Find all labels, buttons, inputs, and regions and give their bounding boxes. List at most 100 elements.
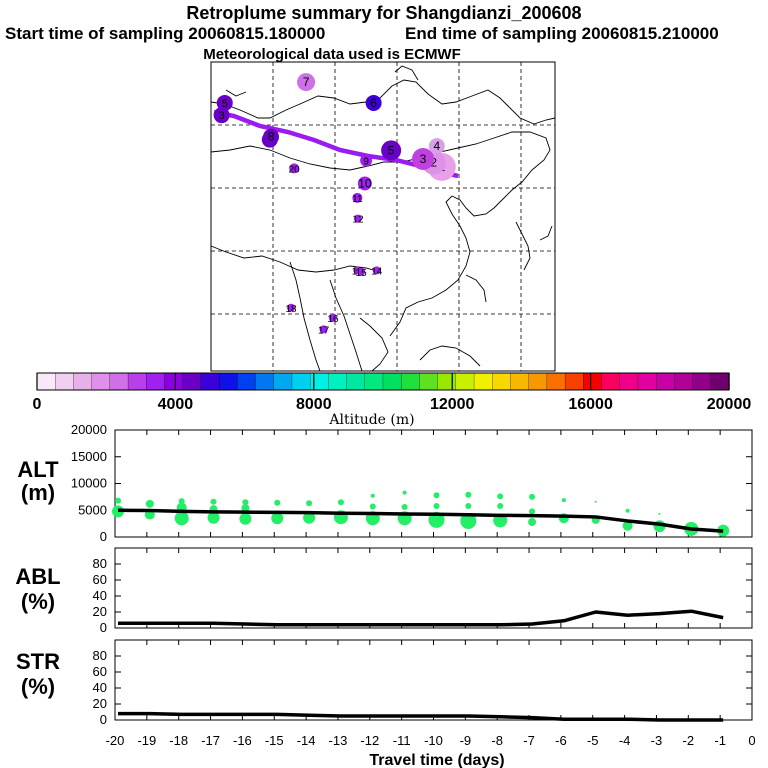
alt-dot <box>658 512 661 515</box>
colorbar-cell <box>146 372 166 391</box>
str-line <box>118 711 724 722</box>
colorbar-cell <box>473 372 493 391</box>
colorbar-cell <box>255 372 275 391</box>
colorbar-cell <box>656 372 676 391</box>
colorbar-tick-label: 12000 <box>430 396 475 413</box>
x-tick-label: -6 <box>555 733 567 748</box>
colorbar-tick-label: 16000 <box>568 396 613 413</box>
alt-dot <box>497 502 504 509</box>
map-point-marker <box>412 148 435 171</box>
map-point-label: 18 <box>285 304 297 315</box>
colorbar-cell <box>382 372 402 391</box>
x-tick-label: -18 <box>169 733 188 748</box>
colorbar-cell <box>164 372 184 391</box>
map-point-marker <box>428 138 445 155</box>
y-tick-label: 15000 <box>71 449 107 464</box>
x-tick-label: -4 <box>619 733 631 748</box>
alt-dot <box>115 497 121 504</box>
y-tick-label: 10000 <box>71 476 107 491</box>
map-point-marker <box>328 313 337 322</box>
y-tick-label: 0 <box>100 712 107 727</box>
map-point-marker <box>319 325 328 334</box>
colorbar-tick-label: 4000 <box>158 396 194 413</box>
map-fix-marker <box>216 94 233 111</box>
alt-dot <box>529 508 536 515</box>
y-tick-label: 0 <box>100 620 107 635</box>
colorbar-cell <box>218 372 238 391</box>
map-point-label: 10 <box>358 176 372 190</box>
map-grid <box>211 62 555 371</box>
alt-dot <box>306 500 313 507</box>
x-tick-label: -1 <box>714 733 726 748</box>
abl-panel-frame <box>114 547 753 629</box>
x-tick-label: -2 <box>683 733 695 748</box>
colorbar-cell <box>674 372 694 391</box>
colorbar-cell <box>364 372 384 391</box>
map-fix-label: 3 <box>219 110 225 122</box>
colorbar-cell <box>346 372 366 391</box>
colorbar-ticks: 0 4000 8000 12000 16000 20000 <box>33 373 751 413</box>
x-tick-label: -13 <box>329 733 348 748</box>
map-point-label: 3 <box>420 152 427 166</box>
colorbar-cell <box>109 372 129 391</box>
x-tick-label: -12 <box>360 733 379 748</box>
map-point-marker <box>297 73 316 92</box>
alt-dot <box>401 504 408 511</box>
y-tick-label: 80 <box>93 648 107 663</box>
x-tick-label: -16 <box>233 733 252 748</box>
x-axis-label: Travel time (days) <box>369 752 504 768</box>
colorbar-cell <box>73 372 93 391</box>
colorbar-cell <box>310 372 330 391</box>
alt-dot <box>622 520 633 531</box>
alt-axis-unit: (m) <box>21 480 55 505</box>
map-point-label: 7 <box>303 75 310 89</box>
colorbar-cell <box>55 372 75 391</box>
chart-title: Retroplume summary for Shangdianzi_20060… <box>186 3 582 23</box>
abl-axis-unit: (%) <box>21 589 55 614</box>
alt-dot <box>433 492 440 499</box>
map-fix-label: 5 <box>222 98 228 110</box>
coastline-borders <box>210 65 556 372</box>
map-point-label: 16 <box>327 314 339 325</box>
map-point-label: 12 <box>352 215 364 226</box>
y-tick-label: 60 <box>93 572 107 587</box>
colorbar-label: Altitude (m) <box>328 412 414 428</box>
sampling-end-time: End time of sampling 20060815.210000 <box>405 24 719 43</box>
colorbar-cell <box>710 372 730 391</box>
y-tick-label: 60 <box>93 664 107 679</box>
str-panel: STR (%) <box>16 639 753 721</box>
met-data-note: Meteorological data used is ECMWF <box>203 46 461 63</box>
colorbar-cells <box>36 372 730 391</box>
colorbar-cell <box>619 372 639 391</box>
map-point-label: 14 <box>371 266 383 277</box>
map-point-marker <box>381 140 402 161</box>
map-point-marker <box>352 192 363 203</box>
alt-dot <box>625 508 630 513</box>
colorbar-cell <box>401 372 421 391</box>
colorbar-cell <box>564 372 584 391</box>
colorbar-cell <box>583 372 603 391</box>
alt-dot <box>561 498 566 503</box>
alt-dot <box>465 502 472 509</box>
y-tick-label: 0 <box>100 529 107 544</box>
map-frame <box>210 61 556 372</box>
y-tick-label: 20000 <box>71 422 107 437</box>
colorbar-cell <box>510 372 530 391</box>
x-tick-label: -8 <box>491 733 503 748</box>
x-tick-label: 0 <box>748 733 755 748</box>
colorbar-cell <box>328 372 348 391</box>
map-point-label: 8 <box>268 130 275 144</box>
colorbar-cell <box>492 372 512 391</box>
alt-dot <box>274 499 281 506</box>
colorbar-cell <box>637 372 657 391</box>
map-point-label: 20 <box>289 164 301 175</box>
colorbar-cell <box>200 372 220 391</box>
colorbar-cell <box>91 372 111 391</box>
alt-dot <box>497 493 504 500</box>
trajectory-points: 58312345678910111213141516171820 <box>213 73 456 336</box>
map-point-marker <box>263 128 280 145</box>
colorbar-cell <box>692 372 712 391</box>
x-tick-label: -19 <box>137 733 156 748</box>
sampling-start-time: Start time of sampling 20060815.180000 <box>5 24 326 43</box>
map-point-marker <box>372 266 381 275</box>
